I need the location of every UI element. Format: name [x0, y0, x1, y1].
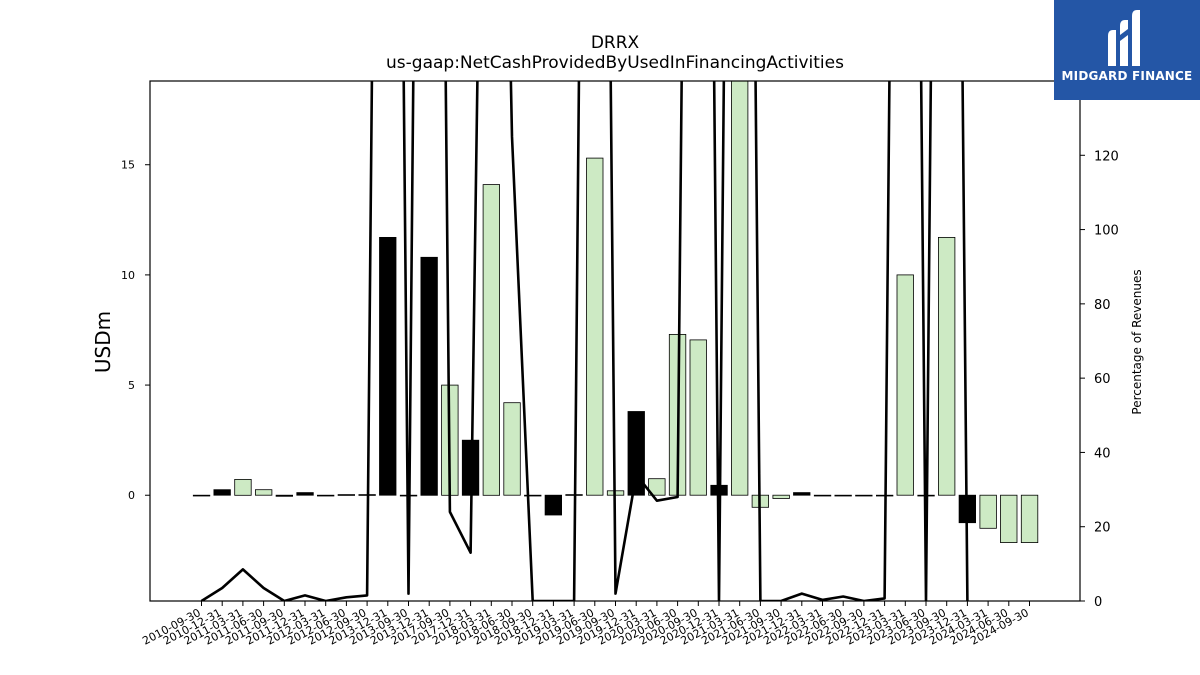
chart-subtitle: us-gaap:NetCashProvidedByUsedInFinancing…	[386, 53, 844, 73]
bars-group	[192, 80, 1039, 544]
y2-tick-label: 120	[1094, 149, 1119, 164]
bar	[524, 494, 542, 497]
brand-logo: MIDGARD FINANCE	[1054, 0, 1200, 100]
bar	[896, 274, 914, 496]
brand-name: MIDGARD FINANCE	[1061, 69, 1193, 83]
y-axis-label: USDm	[91, 311, 115, 373]
bar	[648, 478, 666, 496]
y-tick-label: 5	[128, 379, 135, 392]
bar	[586, 157, 604, 496]
bar	[482, 184, 501, 496]
bar	[420, 256, 438, 496]
bar	[379, 236, 397, 496]
bar	[213, 489, 231, 496]
y2-tick-label: 20	[1094, 521, 1111, 536]
bar	[1020, 494, 1039, 544]
y-tick-label: 15	[121, 159, 135, 172]
line-group	[200, 81, 969, 601]
bar	[275, 494, 294, 497]
bar	[627, 411, 645, 496]
bar	[834, 494, 852, 497]
bar	[689, 339, 707, 496]
y-tick-label: 0	[128, 489, 135, 502]
bar	[296, 492, 314, 496]
bar	[731, 80, 749, 496]
bar	[192, 494, 211, 497]
y2-tick-label: 40	[1094, 446, 1111, 461]
bar	[234, 478, 252, 496]
midgard-logo-icon	[1108, 10, 1140, 66]
chart-title: DRRX	[591, 33, 640, 53]
bar	[855, 494, 873, 497]
bar	[544, 494, 562, 516]
axes-group: 0510150204060801001202010-09-302010-12-3…	[121, 80, 1119, 648]
bar	[316, 494, 335, 497]
y2-tick-label: 80	[1094, 298, 1111, 313]
y2-tick-label: 0	[1094, 595, 1102, 610]
bar	[337, 494, 356, 496]
y2-tick-label: 100	[1094, 224, 1119, 239]
bar	[979, 494, 997, 529]
bar	[254, 489, 273, 496]
bar	[772, 494, 790, 499]
percentage-line	[200, 81, 969, 601]
y2-tick-label: 60	[1094, 372, 1111, 387]
y-tick-label: 10	[121, 269, 135, 282]
bar	[503, 402, 521, 496]
bar	[813, 494, 832, 497]
bar	[1000, 494, 1018, 544]
y2-axis-label: Percentage of Revenues	[1130, 269, 1144, 414]
bar	[938, 236, 956, 496]
bar	[793, 492, 811, 496]
